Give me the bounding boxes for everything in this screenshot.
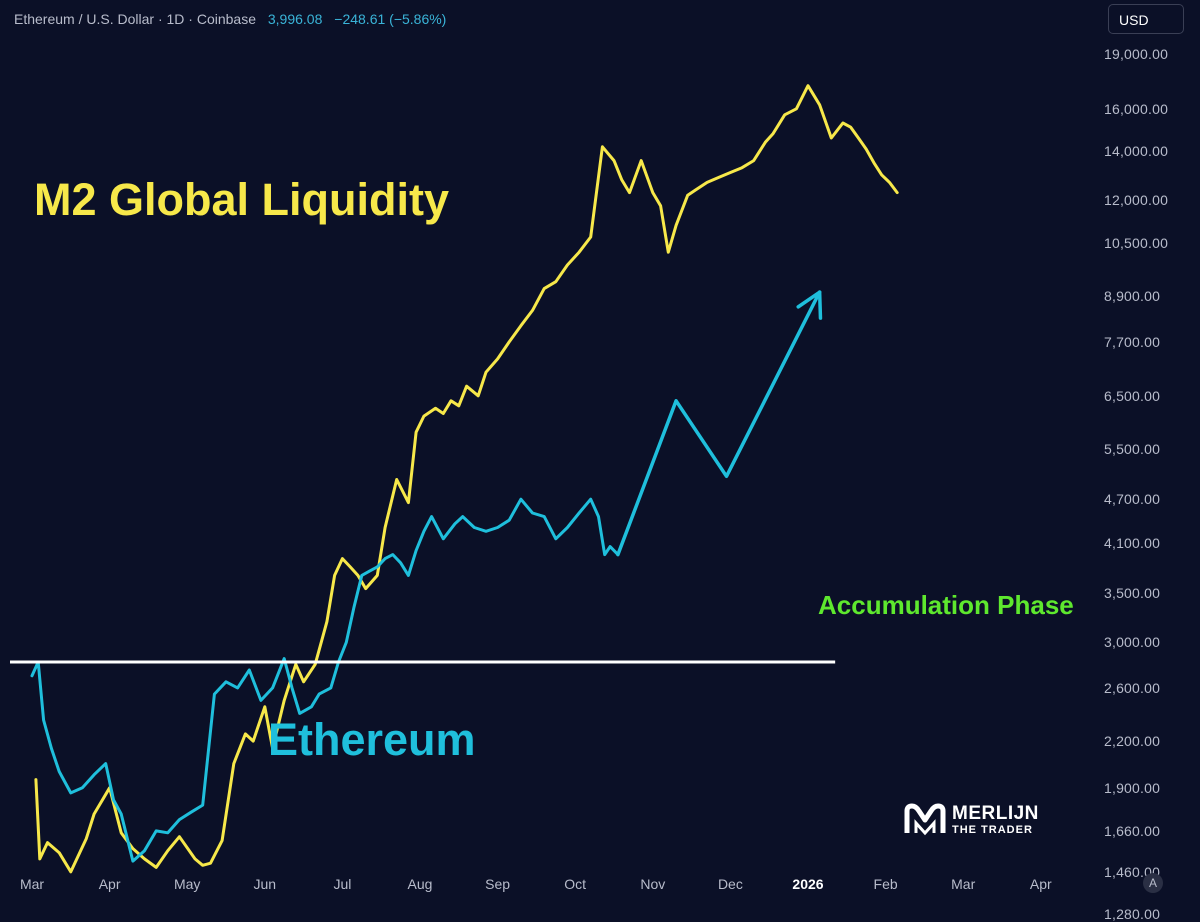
x-tick-label: May	[173, 876, 201, 892]
x-tick-label: Mar	[951, 876, 976, 892]
y-tick-label: 4,700.00	[1104, 491, 1161, 508]
y-tick-label: 10,500.00	[1104, 235, 1169, 251]
price-change: −248.61 (−5.86%)	[334, 11, 447, 27]
symbol-title: Ethereum / U.S. Dollar · 1D · Coinbase	[14, 11, 256, 27]
x-tick-label: Apr	[1029, 876, 1052, 892]
m2-annotation: M2 Global Liquidity	[34, 174, 449, 225]
merlijn-logo: MERLIJN THE TRADER	[904, 802, 1039, 838]
y-tick-label: 1,900.00	[1104, 779, 1161, 796]
x-tick-label: Jun	[253, 876, 277, 892]
y-tick-label: 1,280.00	[1104, 905, 1161, 922]
projection-arrowhead	[796, 290, 823, 320]
y-tick-label: 7,700.00	[1104, 333, 1161, 350]
x-tick-label: Nov	[640, 876, 666, 892]
y-tick-label: 5,500.00	[1104, 441, 1161, 458]
y-tick-label: 2,200.00	[1104, 733, 1161, 750]
logo-sub-text: THE TRADER	[952, 824, 1033, 836]
y-tick-label: 12,000.00	[1104, 192, 1169, 209]
x-tick-label: 2026	[792, 876, 824, 892]
accumulation-annotation: Accumulation Phase	[818, 590, 1074, 620]
x-tick-label: Feb	[873, 876, 898, 892]
y-tick-label: 8,900.00	[1104, 287, 1161, 304]
last-price: 3,996.08	[267, 11, 323, 27]
m2-liquidity-line	[34, 84, 899, 874]
projection-path	[616, 290, 822, 557]
y-tick-label: 3,500.00	[1104, 585, 1161, 602]
currency-button[interactable]: USD	[1108, 4, 1184, 34]
x-tick-label: Dec	[717, 876, 743, 892]
x-tick-label: Jul	[333, 876, 352, 892]
chart-overlay-group	[10, 290, 836, 664]
y-tick-label: 16,000.00	[1104, 100, 1169, 117]
auto-scale-button[interactable]: A	[1143, 873, 1163, 893]
x-tick-label: Mar	[19, 876, 45, 892]
chart-canvas[interactable]	[0, 0, 1200, 898]
logo-mark-icon	[904, 803, 946, 836]
logo-main-text: MERLIJN	[952, 803, 1039, 824]
x-tick-label: Aug	[407, 876, 433, 892]
x-tick-label: Apr	[98, 876, 121, 892]
symbol-header: Ethereum / U.S. Dollar · 1D · Coinbase 3…	[14, 11, 446, 27]
y-tick-label: 14,000.00	[1104, 143, 1169, 160]
x-tick-label: Oct	[564, 876, 587, 892]
y-tick-label: 1,660.00	[1104, 822, 1161, 839]
ethereum-price-line	[30, 497, 620, 863]
y-tick-label: 6,500.00	[1104, 387, 1161, 404]
ethereum-annotation: Ethereum	[268, 714, 476, 765]
y-tick-label: 19,000.00	[1104, 46, 1169, 62]
y-tick-label: 3,000.00	[1104, 634, 1161, 651]
y-tick-label: 2,600.00	[1104, 679, 1161, 696]
y-tick-label: 4,100.00	[1104, 534, 1161, 551]
x-tick-label: Sep	[485, 876, 511, 892]
